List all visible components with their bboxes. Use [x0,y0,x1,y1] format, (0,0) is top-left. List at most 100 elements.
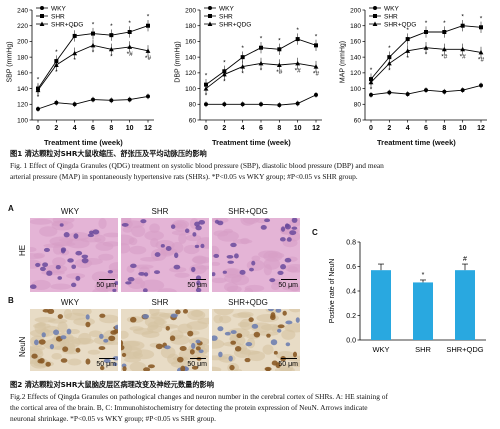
legend-marker [208,14,212,18]
tissue-texture [144,316,165,328]
y-tick-label: 220 [17,23,28,30]
cell-nucleus [218,351,223,358]
cell-nucleus [284,257,292,263]
legend-marker [373,14,377,18]
y-tick-label: 60 [189,117,197,124]
x-tick-label: 2 [387,125,391,132]
data-point [460,23,465,28]
data-point [479,25,483,30]
cell-nucleus [251,260,256,266]
tissue-texture [103,232,118,238]
significance-mark: *# [127,51,134,58]
cell-nucleus [213,253,220,258]
data-point [72,102,77,107]
tissue-texture [212,339,225,349]
y-tick-label: 80 [189,102,197,109]
cell-nucleus [198,219,206,225]
panel-a-letter: A [8,204,14,213]
y-tick-label: 60 [354,117,362,124]
x-tick-label: 2 [222,125,226,132]
data-point [146,94,150,99]
cell-nucleus [280,264,287,270]
tissue-texture [150,237,159,248]
cell-nucleus [127,277,135,282]
tissue-texture [39,226,58,237]
col-head-shrqdg-b: SHR+QDG [228,298,268,307]
cell-nucleus [245,341,253,347]
tissue-texture [67,358,82,366]
tissue-texture [134,264,154,270]
cell-nucleus [194,221,200,227]
y-tick-label: 140 [350,54,361,61]
cell-nucleus [187,330,194,337]
cell-nucleus [195,287,202,292]
tissue-texture [169,266,187,273]
significance-mark: * [315,33,318,40]
cell-nucleus [236,333,243,339]
tissue-texture [91,271,111,283]
x-tick-label: 0 [36,125,40,132]
tissue-texture [144,230,164,241]
significance-mark: * [388,45,391,52]
tissue-texture [132,349,155,360]
cell-nucleus [239,269,246,275]
tissue-texture [43,243,65,248]
cell-nucleus [279,237,286,242]
data-point [277,47,282,52]
significance-mark: * [260,36,263,43]
data-point [240,102,245,107]
cell-nucleus [189,349,195,355]
map-plot: MAP (mmHg) 60 80 100 120 140 160 180 200 0 2 4 6 8 10… [335,2,499,147]
cell-nucleus [103,338,109,343]
cell-nucleus [275,362,281,369]
cell-nucleus [125,281,132,285]
y-tick-label: 200 [185,7,196,14]
cell-nucleus [46,270,53,276]
cell-nucleus [66,328,72,335]
data-point [146,23,150,28]
significance-mark: * [223,59,226,66]
x-tick-label: 12 [477,125,485,132]
cell-nucleus [273,350,278,355]
data-point [240,64,246,69]
y-tick-label: 140 [185,54,196,61]
significance-mark: * [370,67,373,74]
cell-nucleus [38,339,46,345]
data-point [240,55,245,60]
x-tick-label: 6 [424,125,428,132]
tissue-texture [236,336,246,346]
cell-nucleus [173,264,181,270]
cell-nucleus [196,280,201,286]
data-point [424,88,428,93]
scale-label: 50 μm [96,361,116,368]
legend-marker [373,6,377,10]
cell-nucleus [57,314,64,319]
data-point [90,42,96,48]
cell-nucleus [230,330,237,335]
tissue-texture [263,257,281,270]
cell-nucleus [217,326,224,332]
y-tick-label: 160 [185,39,196,46]
cell-nucleus [92,229,100,235]
cell-nucleus [212,272,216,277]
significance-mark: *# [478,56,485,63]
tissue-texture [94,282,114,292]
significance-mark: * [278,37,281,44]
tissue-texture [178,233,187,244]
cell-nucleus [200,243,205,249]
data-point [369,92,373,97]
cell-nucleus [85,358,91,365]
legend-label: SHR [219,13,233,20]
bar-category-label: WKY [372,345,389,354]
tissue-texture [213,230,229,237]
cell-nucleus [289,230,297,236]
significance-mark: *# [313,71,320,78]
scale-label: 50 μm [278,361,298,368]
cell-nucleus [264,218,271,223]
cell-nucleus [113,362,118,367]
data-point [258,60,264,66]
cell-nucleus [286,237,292,242]
fig1-title-zh: 图1 清达颗粒对SHR大鼠收缩压、舒张压及平均动脉压的影响 [10,149,207,158]
tissue-texture [121,242,131,254]
significance-mark: * [55,69,58,76]
